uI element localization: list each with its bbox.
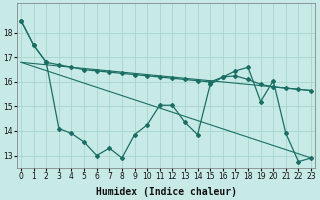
X-axis label: Humidex (Indice chaleur): Humidex (Indice chaleur) — [96, 186, 236, 197]
